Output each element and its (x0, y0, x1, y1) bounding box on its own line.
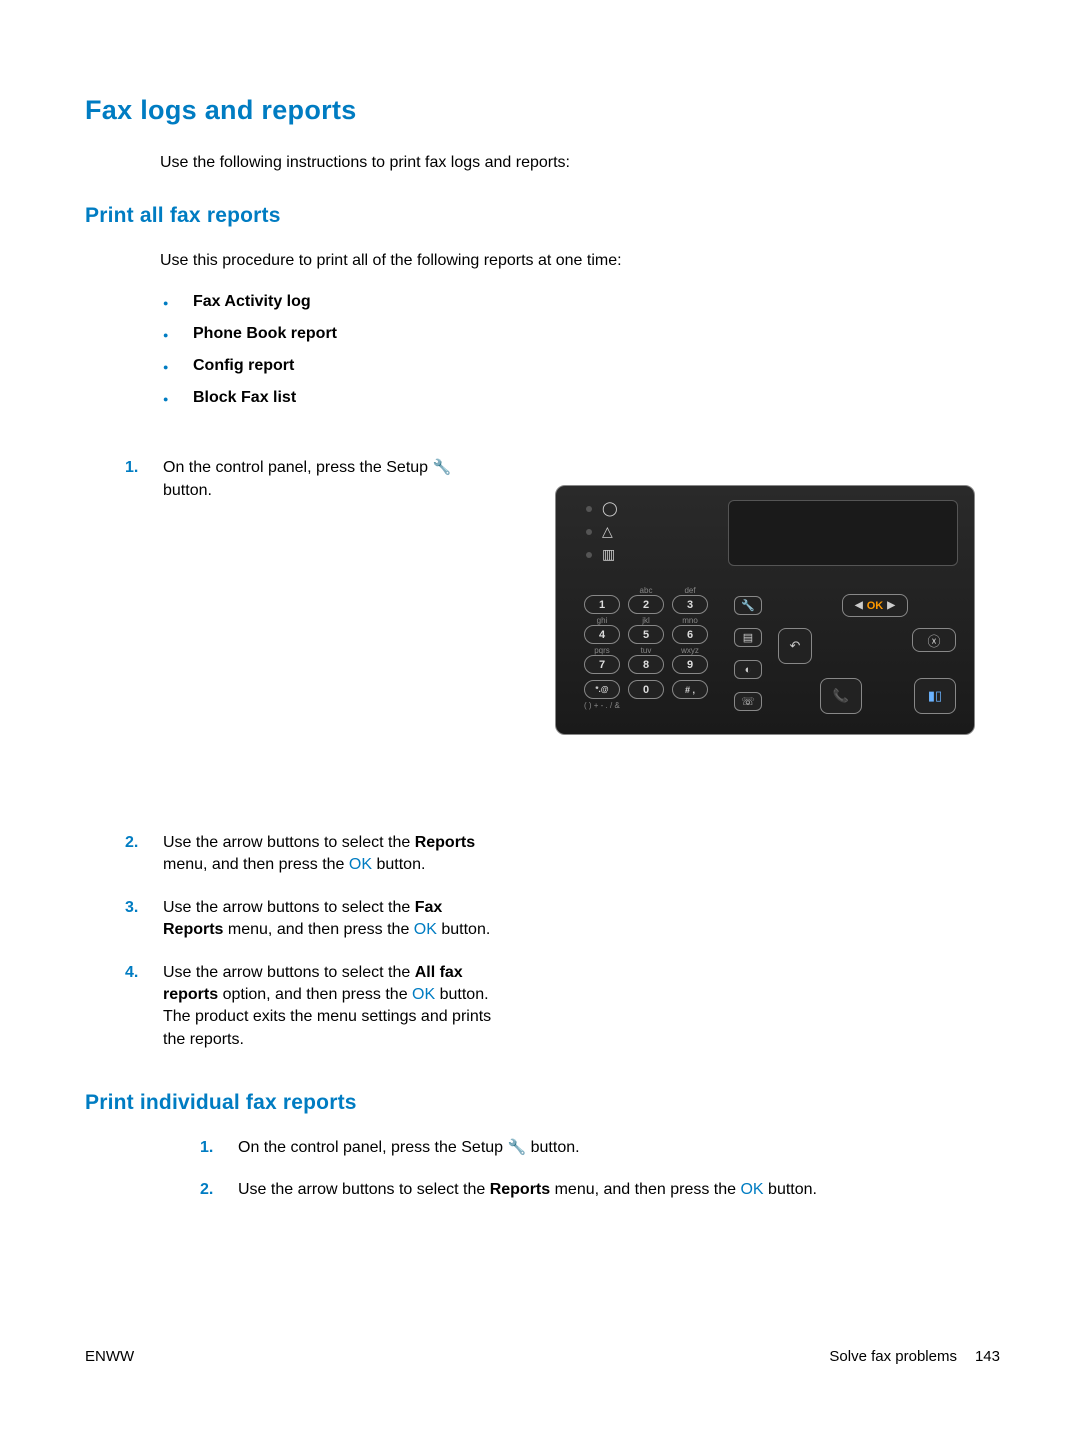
setup-icon: 🔧 (734, 596, 762, 615)
cancel-button: ⓧ (912, 628, 956, 652)
key-2: 2 (628, 595, 664, 614)
key-4: 4 (584, 625, 620, 644)
key-8: 8 (628, 655, 664, 674)
list-item: Config report (193, 357, 1000, 375)
step-number: 4. (125, 962, 138, 984)
step-text: Use the arrow buttons to select the (238, 1181, 490, 1198)
step-text: menu, and then press the (223, 921, 413, 938)
ok-label: OK (867, 600, 884, 612)
key-0: 0 (628, 680, 664, 699)
steps-print-individual: 1. On the control panel, press the Setup… (200, 1137, 1000, 1202)
ok-button: ◀ OK ▶ (842, 594, 908, 617)
step-text: menu, and then press the (163, 856, 349, 873)
symbol-hint: ( ) + - . / & (584, 701, 708, 710)
step-number: 3. (125, 897, 138, 919)
key-star: *.@ (584, 680, 620, 699)
step-text: button. (163, 482, 212, 499)
lcd-screen (728, 500, 958, 566)
redial-icon: ☏ (734, 692, 762, 711)
page-title: Fax logs and reports (85, 95, 1000, 126)
supply-icon: ▥ (602, 546, 615, 563)
step-text: button. (764, 1181, 817, 1198)
step-text: option, and then press the (218, 986, 412, 1003)
step-item: 2. Use the arrow buttons to select the R… (125, 832, 495, 877)
right-arrow-icon: ▶ (887, 600, 895, 611)
alert-icon: △ (602, 523, 613, 540)
step-text: Use the arrow buttons to select the (163, 964, 415, 981)
ok-text: OK (740, 1181, 763, 1198)
key-7: 7 (584, 655, 620, 674)
page-footer: ENWW Solve fax problems 143 (85, 1348, 1000, 1365)
key-3: 3 (672, 595, 708, 614)
section-print-all-intro: Use this procedure to print all of the f… (160, 250, 1000, 272)
power-icon: ◯ (602, 500, 618, 517)
footer-section: Solve fax problems (829, 1348, 957, 1365)
keypad: abcdef 1 2 3 ghijklmno 4 5 6 pqrstuvwxyz… (584, 586, 708, 710)
step-item: 3. Use the arrow buttons to select the F… (125, 897, 495, 942)
list-item: Phone Book report (193, 325, 1000, 343)
step-text: Use the arrow buttons to select the (163, 834, 415, 851)
copy-icon: ▤ (734, 628, 762, 647)
step-text: button. (526, 1139, 579, 1156)
report-list: Fax Activity log Phone Book report Confi… (193, 293, 1000, 407)
step-number: 1. (125, 457, 138, 479)
key-6: 6 (672, 625, 708, 644)
list-item: Fax Activity log (193, 293, 1000, 311)
left-arrow-icon: ◀ (855, 600, 863, 611)
key-5: 5 (628, 625, 664, 644)
step-number: 2. (125, 832, 138, 854)
step-text: Use the arrow buttons to select the (163, 899, 415, 916)
copy-start-button: ▮▯ (914, 678, 956, 714)
step-text: menu, and then press the (550, 1181, 740, 1198)
wrench-icon: 🔧 (508, 1137, 527, 1158)
step-text: button. (372, 856, 425, 873)
step-number: 1. (200, 1137, 213, 1159)
page-number: 143 (975, 1348, 1000, 1365)
step-text: On the control panel, press the Setup (238, 1139, 508, 1156)
key-hash: # , (672, 680, 708, 699)
ok-text: OK (349, 856, 372, 873)
step-item: 4. Use the arrow buttons to select the A… (125, 962, 495, 1052)
back-button: ↶ (778, 628, 812, 664)
ok-text: OK (414, 921, 437, 938)
fax-start-button: 📞 (820, 678, 862, 714)
intro-text: Use the following instructions to print … (160, 152, 1000, 174)
contrast-icon: ◐ (734, 660, 762, 679)
wrench-icon: 🔧 (433, 457, 452, 478)
step-number: 2. (200, 1179, 213, 1201)
step-item: 2. Use the arrow buttons to select the R… (200, 1179, 980, 1201)
steps-print-all-cont: 2. Use the arrow buttons to select the R… (125, 832, 1000, 1051)
step-item: 1. On the control panel, press the Setup… (200, 1137, 980, 1159)
step-item: 1. On the control panel, press the Setup… (125, 457, 495, 502)
key-1: 1 (584, 595, 620, 614)
step-text: button. (437, 921, 490, 938)
section-print-individual-title: Print individual fax reports (85, 1091, 1000, 1115)
ok-text: OK (412, 986, 435, 1003)
footer-left: ENWW (85, 1348, 134, 1365)
step-text: On the control panel, press the Setup (163, 459, 433, 476)
section-print-all-title: Print all fax reports (85, 204, 1000, 228)
control-panel-image: ◯ △ ▥ abcdef 1 2 3 ghijklmno 4 5 6 pqrst… (555, 485, 975, 735)
key-9: 9 (672, 655, 708, 674)
bold-text: Reports (490, 1181, 550, 1198)
bold-text: Reports (415, 834, 475, 851)
list-item: Block Fax list (193, 389, 1000, 407)
